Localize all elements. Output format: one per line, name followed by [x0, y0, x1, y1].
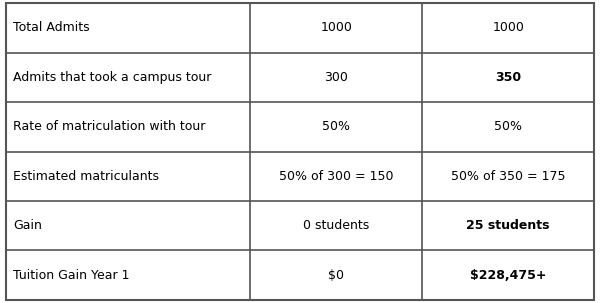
Text: 25 students: 25 students [466, 219, 550, 232]
Text: Admits that took a campus tour: Admits that took a campus tour [13, 71, 212, 84]
Text: 50% of 350 = 175: 50% of 350 = 175 [451, 170, 565, 183]
Text: 300: 300 [324, 71, 348, 84]
Text: $228,475+: $228,475+ [470, 269, 547, 282]
Text: $0: $0 [328, 269, 344, 282]
Text: 50% of 300 = 150: 50% of 300 = 150 [279, 170, 394, 183]
Text: 50%: 50% [322, 120, 350, 133]
Text: 350: 350 [495, 71, 521, 84]
Text: Gain: Gain [13, 219, 42, 232]
Text: 0 students: 0 students [303, 219, 369, 232]
Text: Total Admits: Total Admits [13, 21, 90, 34]
Text: 50%: 50% [494, 120, 522, 133]
Text: Estimated matriculants: Estimated matriculants [13, 170, 159, 183]
Text: 1000: 1000 [492, 21, 524, 34]
Text: Rate of matriculation with tour: Rate of matriculation with tour [13, 120, 206, 133]
Text: Tuition Gain Year 1: Tuition Gain Year 1 [13, 269, 130, 282]
Text: 1000: 1000 [320, 21, 352, 34]
